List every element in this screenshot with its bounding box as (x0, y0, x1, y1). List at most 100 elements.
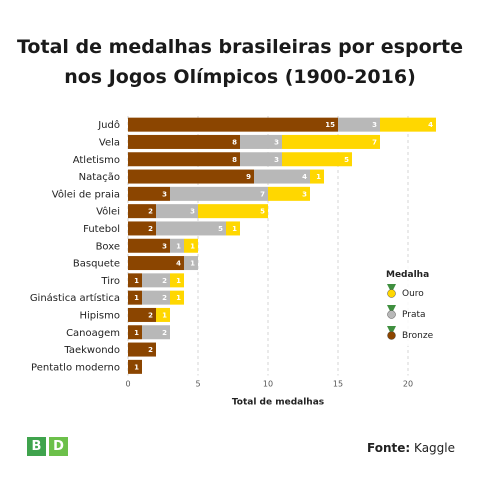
bar-ouro (282, 152, 352, 167)
x-tick-label-0: 0 (125, 380, 130, 389)
bar-value-label: 4 (302, 173, 307, 181)
category-label: Hipismo (80, 310, 121, 321)
chart-title: Total de medalhas brasileiras por esport… (0, 32, 480, 92)
bar-value-label: 3 (162, 242, 167, 250)
bar-ouro (380, 117, 436, 132)
bar-value-label: 4 (176, 260, 181, 268)
bar-value-label: 2 (148, 346, 153, 354)
bar-prata (170, 238, 184, 253)
medal-bronze-icon (387, 331, 396, 340)
source-credit: Fonte: Kaggle (367, 441, 455, 455)
bar-value-label: 1 (162, 311, 167, 319)
bar-value-label: 1 (316, 173, 321, 181)
bar-value-label: 3 (302, 190, 307, 198)
bar-value-label: 1 (134, 294, 139, 302)
bar-value-label: 1 (176, 242, 181, 250)
x-axis-title: Total de medalhas (232, 398, 324, 408)
bar-prata (338, 117, 380, 132)
x-tick-label-10: 10 (263, 380, 273, 389)
bar-bronze (128, 359, 142, 374)
bar-prata (142, 273, 170, 288)
bar-value-label: 7 (372, 138, 377, 146)
bar-value-label: 2 (148, 311, 153, 319)
medal-prata-icon (387, 310, 396, 319)
bar-value-label: 8 (232, 156, 237, 164)
bar-value-label: 2 (162, 277, 167, 285)
bar-bronze (128, 342, 156, 357)
logo-letter-d: D (49, 437, 68, 456)
medal-ribbon-icon (387, 305, 396, 311)
bar-bronze (128, 169, 254, 184)
bar-prata (156, 204, 198, 219)
category-label: Vôlei (96, 206, 120, 218)
bar-value-label: 3 (372, 121, 377, 129)
bar-value-label: 4 (428, 121, 433, 129)
bar-ouro (170, 273, 184, 288)
bar-value-label: 1 (190, 242, 195, 250)
bar-value-label: 1 (232, 225, 237, 233)
bar-value-label: 9 (246, 173, 251, 181)
bar-bronze (128, 256, 184, 271)
bar-ouro (310, 169, 324, 184)
bar-value-label: 1 (134, 277, 139, 285)
bar-bronze (128, 152, 240, 167)
bar-value-label: 2 (148, 208, 153, 216)
category-label: Taekwondo (63, 345, 120, 356)
bar-bronze (128, 290, 142, 305)
bar-value-label: 7 (260, 190, 265, 198)
x-tick-label-15: 15 (333, 380, 343, 389)
bar-value-label: 3 (190, 208, 195, 216)
bar-ouro (156, 307, 170, 322)
bar-bronze (128, 325, 142, 340)
bar-ouro (170, 290, 184, 305)
logo-letter-b: B (27, 437, 46, 456)
legend-label-prata: Prata (402, 310, 426, 320)
legend-title: Medalha (386, 270, 429, 280)
bar-prata (240, 152, 282, 167)
category-label: Pentatlo moderno (31, 362, 120, 373)
bar-bronze (128, 186, 170, 201)
bar-bronze (128, 221, 156, 236)
category-label: Tiro (100, 276, 120, 287)
bar-prata (156, 221, 226, 236)
bar-ouro (268, 186, 310, 201)
category-label: Atletismo (73, 155, 120, 166)
bar-value-label: 2 (162, 294, 167, 302)
bar-value-label: 5 (218, 225, 223, 233)
bar-value-label: 2 (162, 329, 167, 337)
source-value: Kaggle (414, 441, 455, 455)
legend-label-bronze: Bronze (402, 331, 434, 341)
category-label: Vela (99, 137, 120, 148)
bar-ouro (198, 204, 268, 219)
bar-bronze (128, 273, 142, 288)
bar-prata (240, 134, 282, 149)
bar-value-label: 3 (274, 138, 279, 146)
bar-value-label: 8 (232, 138, 237, 146)
category-label: Basquete (73, 259, 120, 270)
medal-ribbon-icon (387, 326, 396, 332)
brand-logo: B D (27, 437, 68, 456)
category-label: Vôlei de praia (52, 188, 120, 200)
x-tick-label-5: 5 (195, 380, 200, 389)
category-label: Ginástica artística (30, 292, 120, 304)
bar-bronze (128, 134, 240, 149)
bar-value-label: 5 (344, 156, 349, 164)
category-label: Judô (97, 119, 120, 131)
medal-ribbon-icon (387, 284, 396, 290)
bar-prata (142, 325, 170, 340)
category-label: Canoagem (66, 328, 120, 339)
chart-title-line-1: Total de medalhas brasileiras por esport… (17, 36, 463, 58)
source-label: Fonte: (367, 441, 411, 455)
bar-value-label: 3 (274, 156, 279, 164)
bar-prata (184, 256, 198, 271)
bar-value-label: 1 (190, 260, 195, 268)
category-label: Futebol (83, 224, 120, 235)
bar-ouro (184, 238, 198, 253)
bar-prata (170, 186, 268, 201)
bar-value-label: 5 (260, 208, 265, 216)
bar-value-label: 15 (325, 121, 335, 129)
bar-value-label: 1 (134, 363, 139, 371)
bar-value-label: 1 (176, 277, 181, 285)
bar-ouro (226, 221, 240, 236)
bar-value-label: 3 (162, 190, 167, 198)
